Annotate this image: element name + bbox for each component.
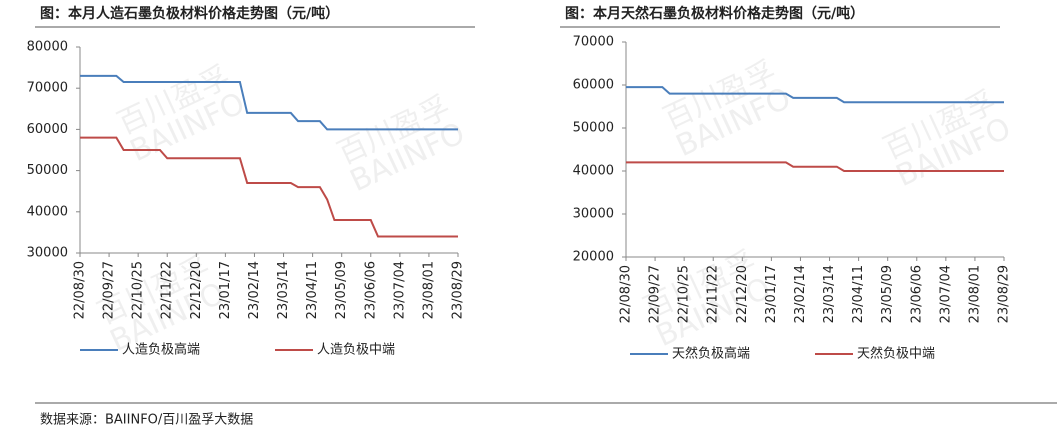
y-tick-label: 40000 (27, 204, 68, 219)
y-tick-label: 30000 (573, 207, 614, 222)
y-tick-label: 50000 (27, 163, 68, 178)
x-tick-label: 23/05/09 (334, 261, 349, 319)
x-tick-label: 22/10/25 (677, 265, 692, 323)
x-tick-label: 22/11/22 (160, 261, 175, 319)
y-tick-label: 60000 (27, 122, 68, 137)
chart-title: 图：本月天然石墨负极材料价格走势图（元/吨） (565, 5, 864, 22)
x-tick-label: 23/05/09 (880, 265, 895, 323)
x-tick-label: 23/01/17 (218, 261, 233, 319)
y-tick-label: 60000 (573, 78, 614, 93)
x-tick-label: 22/08/30 (73, 261, 88, 319)
x-tick-label: 23/03/14 (822, 265, 837, 323)
legend-label: 天然负极中端 (857, 346, 935, 362)
series-line (80, 136, 458, 238)
legend-label: 天然负极高端 (672, 346, 750, 362)
series-line (626, 86, 1004, 104)
y-tick-label: 70000 (573, 35, 614, 50)
x-tick-label: 23/07/04 (938, 265, 953, 323)
x-tick-label: 23/06/06 (909, 265, 924, 323)
x-tick-label: 22/12/20 (189, 261, 204, 319)
x-tick-label: 22/12/20 (735, 265, 750, 323)
y-tick-label: 20000 (573, 250, 614, 265)
y-tick-label: 80000 (27, 40, 68, 55)
x-tick-label: 23/02/14 (793, 265, 808, 323)
y-tick-label: 70000 (27, 81, 68, 96)
series-line (626, 161, 1004, 172)
y-tick-label: 40000 (573, 164, 614, 179)
x-tick-label: 23/08/01 (967, 265, 982, 323)
x-tick-label: 22/08/30 (619, 265, 634, 323)
x-tick-label: 23/02/14 (247, 261, 262, 319)
x-tick-label: 23/06/06 (363, 261, 378, 319)
x-tick-label: 23/04/11 (305, 261, 320, 319)
legend-label: 人造负极高端 (122, 342, 200, 358)
x-tick-label: 23/08/01 (421, 261, 436, 319)
source: 数据来源：BAIINFO/百川盈孚大数据 (40, 413, 253, 428)
chart-title: 图：本月人造石墨负极材料价格走势图（元/吨） (40, 5, 339, 22)
x-tick-label: 23/07/04 (392, 261, 407, 319)
x-tick-label: 23/01/17 (764, 265, 779, 323)
y-tick-label: 50000 (573, 121, 614, 136)
x-tick-label: 22/09/27 (648, 265, 663, 323)
x-tick-label: 23/03/14 (276, 261, 291, 319)
x-tick-label: 22/10/25 (131, 261, 146, 319)
legend-label: 人造负极中端 (317, 343, 395, 358)
y-tick-label: 30000 (27, 246, 68, 261)
x-tick-label: 23/08/29 (451, 261, 466, 319)
x-tick-label: 22/09/27 (102, 261, 117, 319)
x-tick-label: 23/08/29 (997, 265, 1012, 323)
series-line (80, 74, 458, 131)
x-tick-label: 22/11/22 (706, 265, 721, 323)
x-tick-label: 23/04/11 (851, 265, 866, 323)
